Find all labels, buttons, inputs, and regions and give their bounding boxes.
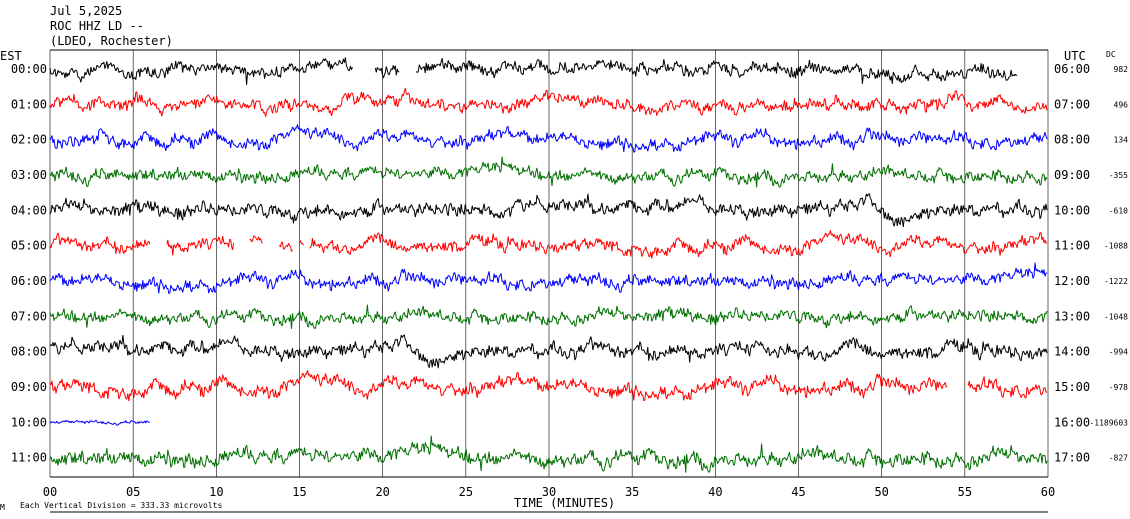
x-tick-label-45: 45 xyxy=(791,485,805,499)
est-label-1100: 11:00 xyxy=(11,451,47,465)
trace-8 xyxy=(49,304,1048,329)
x-tick-label-15: 15 xyxy=(292,485,306,499)
trace-11 xyxy=(49,419,150,426)
utc-label-1100: 11:00 xyxy=(1054,239,1090,253)
utc-label-1000: 10:00 xyxy=(1054,203,1090,217)
x-tick-label-10: 10 xyxy=(209,485,223,499)
trace-10 xyxy=(49,370,1048,402)
trace-3 xyxy=(49,124,1048,153)
x-tick-label-05: 05 xyxy=(126,485,140,499)
x-tick-label-40: 40 xyxy=(708,485,722,499)
x-tick-label-25: 25 xyxy=(459,485,473,499)
trace-5 xyxy=(49,193,1048,227)
est-label-0200: 02:00 xyxy=(11,133,47,147)
corner-mark: M xyxy=(0,503,5,512)
dc-value-11: -1189603 xyxy=(1089,418,1128,427)
est-label-0900: 09:00 xyxy=(11,380,47,394)
utc-label-0700: 07:00 xyxy=(1054,97,1090,111)
utc-label-1400: 14:00 xyxy=(1054,345,1090,359)
header-station: ROC HHZ LD -- xyxy=(50,19,144,33)
x-tick-label-30: 30 xyxy=(542,485,556,499)
utc-zone-label: UTC xyxy=(1064,49,1086,63)
est-label-0700: 07:00 xyxy=(11,309,47,323)
est-label-0600: 06:00 xyxy=(11,274,47,288)
est-label-0000: 00:00 xyxy=(11,62,47,76)
trace-1 xyxy=(49,57,1018,85)
utc-label-1600: 16:00 xyxy=(1054,415,1090,429)
dc-value-1: 982 xyxy=(1114,65,1129,74)
dc-value-7: -1222 xyxy=(1104,277,1128,286)
utc-label-1300: 13:00 xyxy=(1054,309,1090,323)
dc-value-3: 134 xyxy=(1114,136,1129,145)
utc-label-1500: 15:00 xyxy=(1054,380,1090,394)
dc-value-12: -827 xyxy=(1109,454,1128,463)
x-tick-label-60: 60 xyxy=(1041,485,1055,499)
est-label-0500: 05:00 xyxy=(11,239,47,253)
dc-value-10: -978 xyxy=(1109,383,1128,392)
dc-value-5: -610 xyxy=(1109,206,1128,215)
trace-12 xyxy=(49,435,1048,473)
x-tick-label-55: 55 xyxy=(958,485,972,499)
trace-9 xyxy=(49,334,1048,369)
utc-label-0800: 08:00 xyxy=(1054,133,1090,147)
x-axis-title: TIME (MINUTES) xyxy=(514,496,615,510)
x-tick-label-50: 50 xyxy=(874,485,888,499)
header-date: Jul 5,2025 xyxy=(50,4,122,18)
trace-6 xyxy=(49,230,1048,259)
trace-7 xyxy=(49,262,1048,294)
x-tick-label-35: 35 xyxy=(625,485,639,499)
dc-value-9: -994 xyxy=(1109,348,1128,357)
utc-label-0900: 09:00 xyxy=(1054,168,1090,182)
est-label-1000: 10:00 xyxy=(11,415,47,429)
dc-column-header: DC xyxy=(1106,50,1116,59)
header-network: (LDEO, Rochester) xyxy=(50,34,173,48)
dc-value-4: -355 xyxy=(1109,171,1128,180)
est-label-0100: 01:00 xyxy=(11,97,47,111)
est-zone-label: EST xyxy=(0,49,22,63)
x-tick-label-20: 20 xyxy=(375,485,389,499)
dc-value-8: -1048 xyxy=(1104,312,1128,321)
dc-value-6: -1088 xyxy=(1104,242,1128,251)
trace-2 xyxy=(49,88,1048,117)
utc-label-1200: 12:00 xyxy=(1054,274,1090,288)
est-label-0400: 04:00 xyxy=(11,203,47,217)
trace-4 xyxy=(49,156,1048,188)
est-label-0800: 08:00 xyxy=(11,345,47,359)
dc-value-2: 496 xyxy=(1114,100,1129,109)
utc-label-1700: 17:00 xyxy=(1054,451,1090,465)
est-label-0300: 03:00 xyxy=(11,168,47,182)
utc-label-0600: 06:00 xyxy=(1054,62,1090,76)
scale-note: Each Vertical Division = 333.33 microvol… xyxy=(20,501,222,510)
x-tick-label-00: 00 xyxy=(43,485,57,499)
